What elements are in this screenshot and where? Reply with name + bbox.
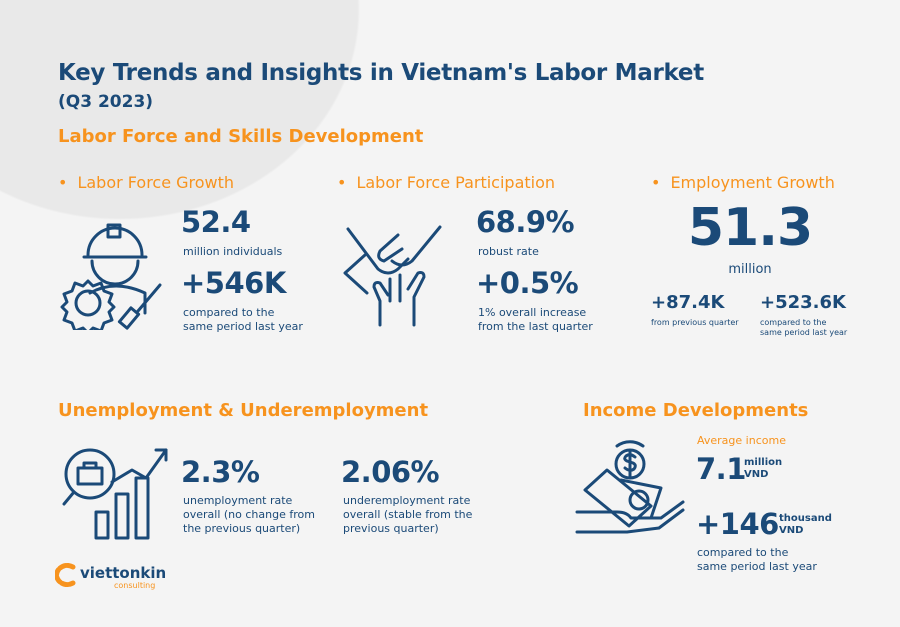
- average-income-label: Average income: [697, 434, 786, 447]
- page-title: Key Trends and Insights in Vietnam's Lab…: [58, 60, 704, 86]
- participation-value: 68.9%: [476, 205, 575, 239]
- average-income-value: 7.1: [696, 452, 746, 486]
- labor-force-growth-label: Labor Force Growth: [58, 173, 234, 192]
- underemployment-caption-2: overall (stable from the: [343, 508, 473, 521]
- employment-change-quarter-caption: from previous quarter: [651, 318, 739, 327]
- employment-change-year-caption-1: compared to the: [760, 318, 827, 327]
- labor-section-heading: Labor Force and Skills Development: [58, 126, 424, 147]
- underemployment-caption-1: underemployment rate: [343, 494, 471, 507]
- viettonkin-logo-icon: [55, 563, 76, 587]
- unemployment-section-heading: Unemployment & Underemployment: [58, 400, 429, 421]
- hand-money-icon: [575, 440, 685, 534]
- income-change-caption-1: compared to the: [697, 546, 789, 559]
- employment-change-quarter: +87.4K: [651, 292, 725, 313]
- employment-unit: million: [728, 262, 772, 277]
- income-change-unit-2: VND: [779, 525, 804, 536]
- employment-change-year-caption-2: same period last year: [760, 328, 848, 337]
- labor-force-change-caption-1: compared to the: [183, 306, 275, 319]
- employment-value: 51.3: [687, 198, 813, 258]
- income-section-heading: Income Developments: [583, 400, 809, 421]
- unemployment-caption-3: the previous quarter): [183, 522, 301, 535]
- underemployment-value: 2.06%: [341, 455, 440, 489]
- labor-force-change: +546K: [181, 266, 286, 300]
- unemployment-value: 2.3%: [181, 455, 260, 489]
- participation-change-caption-1: 1% overall increase: [478, 306, 587, 319]
- hands-together-icon: [343, 225, 442, 327]
- income-change-value: +146: [696, 507, 779, 541]
- unemployment-caption-2: overall (no change from: [183, 508, 315, 521]
- average-income-unit-1: million: [744, 457, 783, 468]
- infographic-page: Key Trends and Insights in Vietnam's Lab…: [0, 0, 880, 627]
- participation-change: +0.5%: [476, 266, 579, 300]
- page-subtitle: (Q3 2023): [58, 92, 154, 112]
- underemployment-caption-3: previous quarter): [343, 522, 439, 535]
- participation-label: Labor Force Participation: [337, 173, 555, 192]
- income-change-unit: thousand VND: [779, 513, 832, 537]
- average-income-unit: million VND: [744, 457, 782, 481]
- participation-change-caption-2: from the last quarter: [478, 320, 593, 333]
- employment-growth-label: Employment Growth: [651, 173, 834, 192]
- average-income-unit-2: VND: [744, 469, 769, 480]
- unemployment-caption-1: unemployment rate: [183, 494, 293, 507]
- logo-tagline: consulting: [114, 581, 156, 590]
- labor-force-change-caption-2: same period last year: [183, 320, 303, 333]
- income-change-unit-1: thousand: [779, 513, 832, 524]
- labor-force-caption: million individuals: [183, 245, 283, 258]
- worker-gear-icon: [60, 223, 162, 330]
- labor-force-value: 52.4: [181, 205, 251, 239]
- logo-name: viettonkin: [80, 564, 167, 582]
- participation-caption: robust rate: [478, 245, 539, 258]
- job-search-chart-icon: [62, 448, 168, 540]
- employment-change-year: +523.6K: [760, 292, 846, 313]
- income-change-caption-2: same period last year: [697, 560, 817, 573]
